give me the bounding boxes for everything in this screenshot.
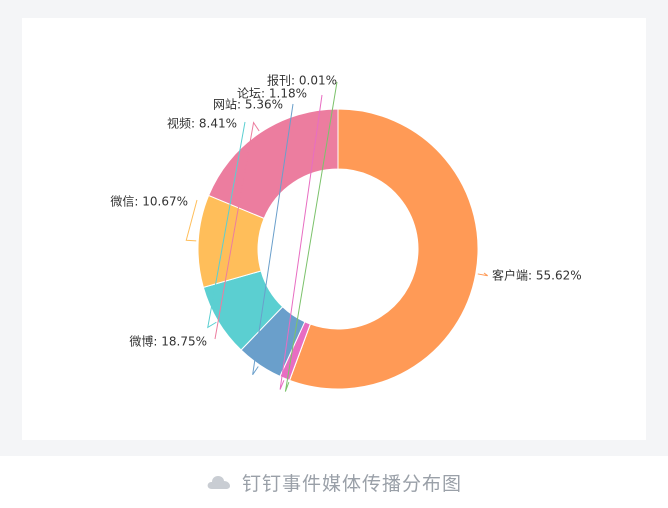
slice-label-2: 论坛: 1.18%	[237, 87, 307, 101]
leader-line-0	[477, 272, 488, 277]
slice-label-6: 微博: 18.75%	[129, 334, 207, 349]
leader-line-1	[284, 81, 338, 392]
caption-text: 钉钉事件媒体传播分布图	[241, 472, 462, 495]
leader-line-5	[185, 199, 198, 242]
cloud-icon	[207, 476, 230, 489]
leader-line-4	[207, 121, 246, 329]
leader-line-6	[214, 121, 260, 340]
caption-bar: 钉钉事件媒体传播分布图	[0, 456, 668, 508]
labels-group: 客户端: 55.62% 报刊: 0.01%论坛: 1.18%网站: 5.36% 视频…	[110, 73, 581, 349]
leader-line-3	[252, 103, 294, 376]
donut-chart: 客户端: 55.62% 报刊: 0.01%论坛: 1.18%网站: 5.36% 视频…	[110, 73, 582, 392]
leader-lines-group	[185, 81, 488, 392]
chart-card: 客户端: 55.62% 报刊: 0.01% 论坛: 1.18% 网站: 5.36% 视频…	[22, 18, 646, 440]
slice-label-3: 网站: 5.36%	[213, 98, 283, 112]
slice-0[interactable]	[288, 108, 479, 390]
slice-label-4: 视频: 8.41%	[167, 116, 237, 131]
slice-label-5: 微信: 10.67%	[110, 195, 188, 209]
leader-line-2	[279, 94, 323, 390]
slice-label-1: 报刊: 0.01%	[267, 73, 337, 88]
chart-caption: 钉钉事件媒体传播分布图	[0, 456, 668, 508]
slice-label-0: 客户端: 55.62%	[492, 268, 582, 283]
